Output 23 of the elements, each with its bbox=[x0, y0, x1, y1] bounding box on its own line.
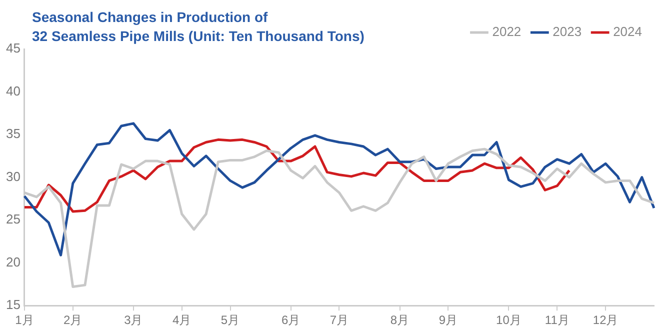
x-tick-label: 9月 bbox=[438, 313, 458, 328]
x-tick-label: 11月 bbox=[544, 313, 570, 328]
y-tick-label: 20 bbox=[6, 254, 20, 270]
x-tick-label: 2月 bbox=[64, 313, 82, 328]
x-tick-label: 5月 bbox=[220, 313, 240, 328]
legend-label: 2024 bbox=[613, 24, 642, 40]
legend-label: 2022 bbox=[492, 24, 522, 40]
x-tick-label: 1月 bbox=[15, 313, 34, 328]
y-tick-label: 40 bbox=[6, 83, 20, 98]
y-tick-label: 25 bbox=[6, 212, 20, 227]
x-tick-label: 3月 bbox=[124, 313, 143, 328]
x-tick-label: 4月 bbox=[172, 313, 192, 328]
x-tick-label: 10月 bbox=[496, 313, 522, 328]
chart-title: Seasonal Changes in Production of 32 Seamless Pipe Mills (Unit: Ten Thousand Tons) bbox=[32, 8, 364, 46]
y-tick-label: 35 bbox=[6, 126, 20, 142]
y-tick-label: 15 bbox=[6, 297, 20, 312]
y-tick-label: 30 bbox=[6, 168, 20, 184]
x-tick-label: 7月 bbox=[330, 313, 349, 328]
x-tick-label: 12月 bbox=[592, 313, 618, 328]
y-tick-label: 45 bbox=[6, 40, 20, 56]
x-tick-label: 6月 bbox=[281, 313, 300, 328]
x-tick-label: 8月 bbox=[390, 313, 410, 328]
legend-label: 2023 bbox=[552, 24, 582, 40]
